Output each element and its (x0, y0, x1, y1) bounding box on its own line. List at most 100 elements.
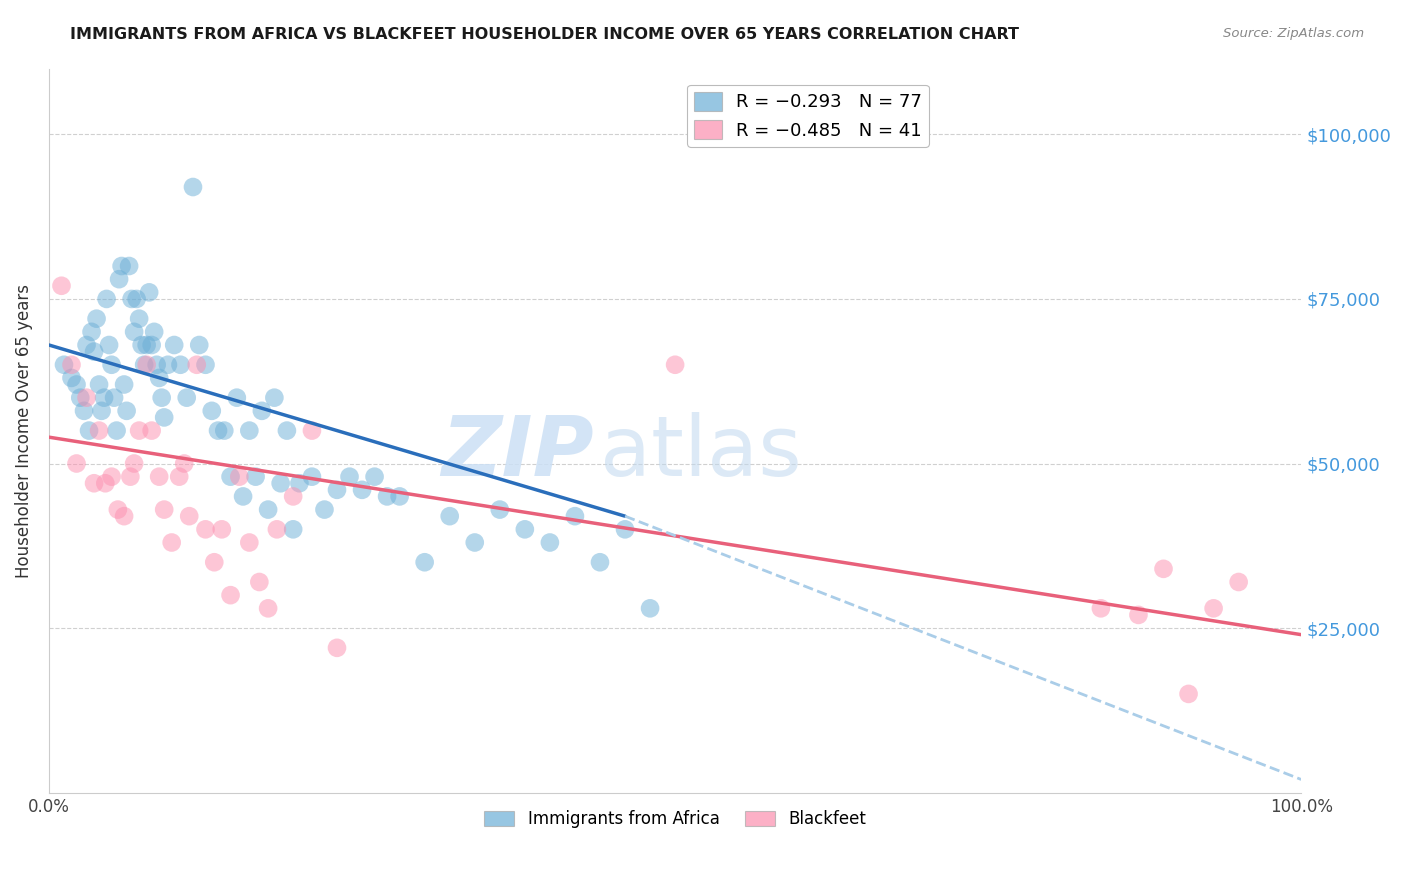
Point (283, 490, 305, 504)
Point (169, 358, 191, 372)
Point (69, 391, 91, 405)
Point (188, 338, 211, 352)
Point (270, 476, 292, 491)
Point (163, 338, 186, 352)
Point (1128, 607, 1150, 622)
Point (65, 377, 87, 392)
Point (150, 391, 173, 405)
Point (1153, 562, 1175, 576)
Point (225, 391, 247, 405)
Point (219, 588, 242, 602)
Point (488, 502, 510, 516)
Point (94, 476, 117, 491)
Point (156, 358, 179, 372)
Point (100, 469, 122, 483)
Point (76, 338, 98, 352)
Point (375, 490, 398, 504)
Point (141, 338, 163, 352)
Point (214, 424, 236, 438)
Point (614, 522, 637, 536)
Point (65, 457, 87, 471)
Point (160, 535, 183, 549)
Point (314, 502, 336, 516)
Point (108, 272, 131, 286)
Legend: Immigrants from Africa, Blackfeet: Immigrants from Africa, Blackfeet (478, 804, 873, 835)
Point (83, 344, 105, 359)
Point (219, 469, 242, 483)
Point (138, 285, 160, 300)
Point (115, 404, 138, 418)
Point (87, 377, 110, 392)
Point (257, 601, 280, 615)
Text: IMMIGRANTS FROM AFRICA VS BLACKFEET HOUSEHOLDER INCOME OVER 65 YEARS CORRELATION: IMMIGRANTS FROM AFRICA VS BLACKFEET HOUS… (70, 27, 1019, 42)
Point (112, 509, 135, 524)
Point (87, 424, 110, 438)
Point (257, 502, 280, 516)
Point (439, 509, 461, 524)
Point (288, 476, 311, 491)
Point (112, 377, 135, 392)
Point (181, 180, 204, 194)
Point (131, 338, 153, 352)
Point (179, 509, 201, 524)
Point (60, 358, 83, 372)
Point (388, 490, 411, 504)
Text: atlas: atlas (600, 412, 801, 492)
Point (73, 404, 96, 418)
Y-axis label: Householder Income Over 65 years: Householder Income Over 65 years (15, 284, 32, 578)
Point (153, 410, 176, 425)
Point (148, 371, 170, 385)
Point (107, 502, 129, 516)
Point (326, 483, 349, 497)
Point (301, 469, 323, 483)
Point (120, 469, 142, 483)
Point (238, 535, 260, 549)
Point (1090, 601, 1112, 615)
Point (238, 424, 260, 438)
Point (153, 502, 176, 516)
Point (201, 404, 224, 418)
Point (664, 358, 686, 372)
Point (77, 424, 100, 438)
Point (263, 391, 285, 405)
Point (638, 601, 661, 615)
Point (413, 555, 436, 569)
Point (176, 391, 198, 405)
Point (276, 424, 298, 438)
Point (1177, 687, 1199, 701)
Point (121, 292, 143, 306)
Point (232, 490, 254, 504)
Point (86, 311, 108, 326)
Point (283, 522, 305, 536)
Point (194, 522, 217, 536)
Point (339, 469, 361, 483)
Point (80, 325, 103, 339)
Point (98, 338, 121, 352)
Point (538, 535, 561, 549)
Point (128, 424, 150, 438)
Point (110, 259, 132, 273)
Point (122, 325, 145, 339)
Point (96, 292, 118, 306)
Point (363, 469, 385, 483)
Point (173, 457, 195, 471)
Point (186, 358, 208, 372)
Point (202, 555, 225, 569)
Point (1202, 601, 1225, 615)
Point (135, 358, 157, 372)
Point (1227, 574, 1250, 589)
Point (90, 404, 112, 418)
Point (135, 338, 157, 352)
Point (60, 371, 83, 385)
Point (53, 358, 76, 372)
Point (122, 457, 145, 471)
Point (464, 535, 486, 549)
Point (167, 469, 190, 483)
Point (266, 522, 288, 536)
Point (301, 424, 323, 438)
Point (148, 469, 170, 483)
Point (125, 292, 148, 306)
Point (83, 476, 105, 491)
Point (245, 469, 267, 483)
Point (105, 424, 128, 438)
